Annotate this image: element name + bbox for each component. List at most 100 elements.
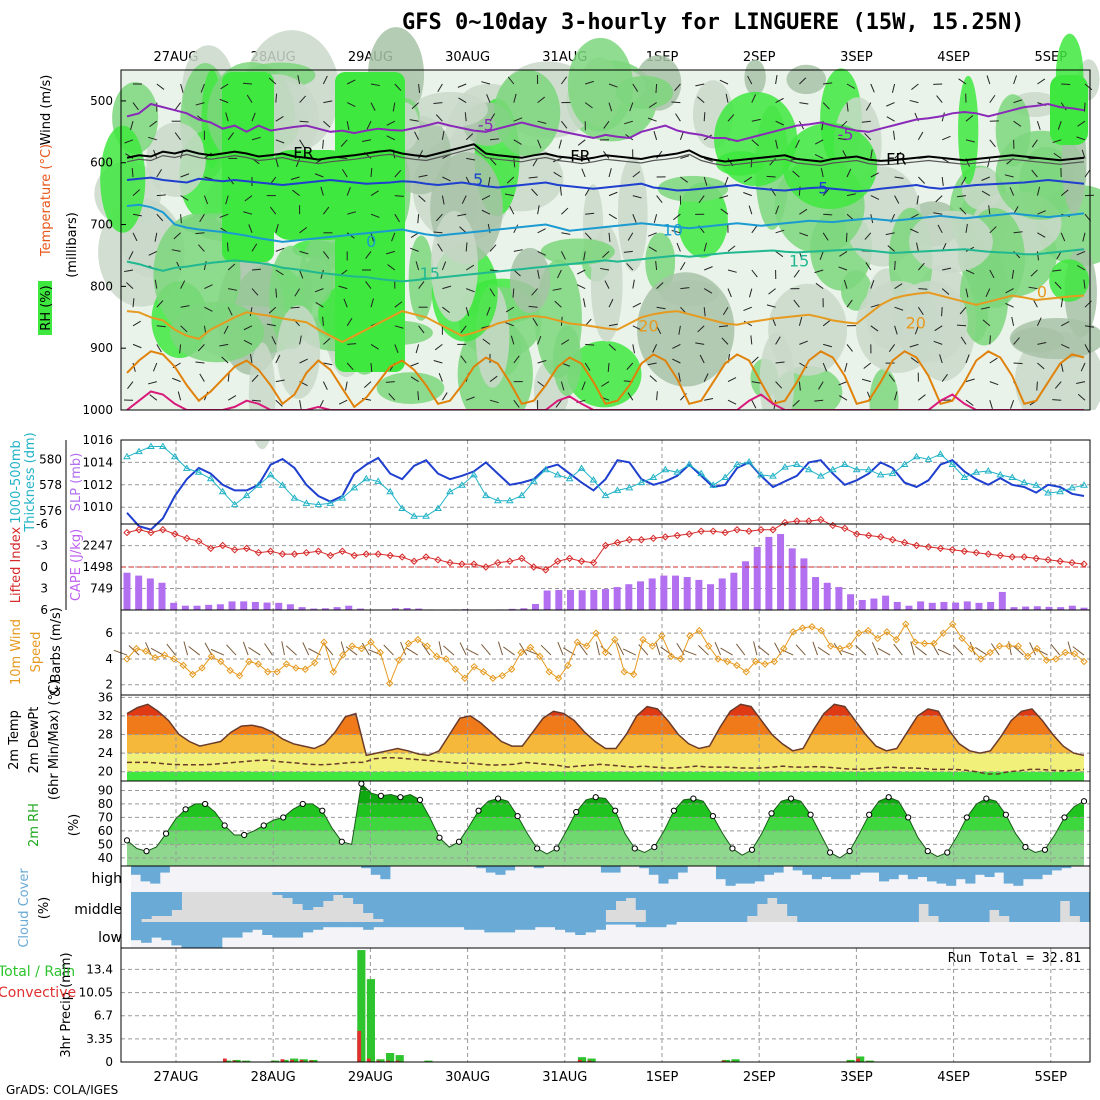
wind-speed-point	[489, 674, 497, 682]
wind-barb	[299, 139, 305, 148]
lifted-index-point	[685, 530, 693, 538]
wind-10m-label: 10m Wind	[9, 619, 24, 685]
wind-barb-10m	[340, 641, 346, 656]
thickness-point	[386, 487, 395, 495]
wind-barb	[1009, 187, 1015, 196]
rh-shade-blob	[714, 91, 798, 187]
thickness-point	[972, 468, 981, 475]
wind-barb	[225, 112, 229, 122]
cloud-low-bar	[423, 922, 435, 928]
wind-barb	[124, 269, 134, 273]
precip-total-bar	[290, 1058, 299, 1062]
cloud-high-bar	[773, 866, 784, 873]
wind-barb	[127, 381, 134, 389]
contour-label: -5	[478, 116, 494, 135]
date-label-bottom: 27AUG	[153, 1070, 198, 1085]
cloud-middle-bar	[312, 892, 324, 907]
wind-barb	[703, 112, 706, 122]
temperature-contour	[126, 203, 1085, 243]
contour-label: 0	[1037, 283, 1047, 302]
wind-barbs-label: & Barbs (m/s)	[49, 607, 64, 697]
wind-barb	[608, 83, 618, 88]
precip-convective-bar	[366, 1058, 371, 1062]
wind-speed-point	[892, 635, 901, 644]
wind-barb	[290, 306, 300, 309]
lifted-index-point	[171, 530, 179, 538]
wind-barb-10m	[465, 648, 479, 656]
thickness-point	[936, 450, 945, 457]
cape-bar	[205, 604, 213, 610]
cloud-low-bar	[322, 922, 334, 928]
rh-point	[1061, 814, 1068, 821]
cloud-middle-bar	[454, 892, 465, 922]
wind-barb	[865, 102, 872, 111]
cape-bar	[625, 584, 633, 610]
wind-speed-point	[264, 668, 272, 676]
thickness-point	[493, 496, 502, 504]
rh-shade-blob	[617, 156, 648, 272]
cloud-middle-bar	[746, 892, 758, 916]
wind-barb	[465, 242, 468, 252]
wind-barb	[154, 232, 158, 242]
wind-barb	[370, 362, 373, 373]
wind-barb	[727, 399, 737, 405]
wind-barb	[323, 120, 331, 128]
wind-barb	[268, 306, 277, 314]
wind-barb	[799, 340, 808, 345]
precip-total-bar	[299, 1059, 308, 1062]
precip-total-bar	[222, 1060, 232, 1062]
rh-point	[1002, 811, 1009, 818]
wind-barb	[656, 325, 662, 335]
thickness-point	[996, 470, 1005, 478]
wind-speed-point	[667, 652, 675, 661]
wind-barb	[132, 343, 142, 349]
precip-total-bar	[280, 1059, 289, 1062]
wind-barb	[798, 381, 801, 391]
wind-barb	[414, 131, 420, 141]
wind-barb	[418, 174, 428, 178]
rh-point	[983, 795, 990, 802]
wind-barb	[438, 373, 443, 382]
contour-label: FR	[886, 150, 906, 169]
cape-bar	[905, 605, 913, 610]
date-label-bottom: 31AUG	[542, 1070, 587, 1085]
wind-barb	[653, 131, 658, 140]
cloud-middle-bar	[494, 892, 506, 922]
wind-barb	[864, 132, 872, 141]
cloud-high-bar	[533, 866, 544, 869]
wind-barb	[513, 249, 523, 252]
wind-barb	[322, 381, 328, 390]
wind-barb	[320, 269, 324, 279]
thickness-point	[434, 504, 442, 511]
cloud-high-bar	[859, 866, 870, 873]
cape-bar	[1068, 605, 1076, 610]
thickness-point	[1068, 483, 1076, 491]
cloud-low-bar	[272, 922, 283, 938]
wind-barb	[346, 362, 354, 371]
wind-barb	[156, 169, 162, 178]
wind-barb	[537, 381, 546, 388]
rh-point	[924, 848, 931, 855]
wind-barb	[275, 224, 279, 233]
cloud-middle-bar	[302, 892, 314, 910]
y-tick-label-li: -6	[36, 517, 48, 531]
wind-barb	[537, 360, 547, 364]
slp-label: SLP (mb)	[69, 453, 84, 512]
cloud-middle-bar	[666, 892, 677, 922]
wind-speed-point	[817, 626, 826, 635]
wind-barb	[418, 281, 425, 289]
wind-speed-point	[517, 648, 525, 657]
wind-barb	[1032, 299, 1038, 308]
y-tick-label-li: -3	[36, 539, 48, 553]
wind-barb	[251, 374, 259, 382]
cloud-low-bar	[353, 922, 364, 928]
precip-total-bar	[376, 1059, 385, 1062]
cloud-high-bar	[677, 866, 688, 873]
wind-speed-point	[1005, 642, 1013, 650]
rh-point	[162, 830, 170, 837]
wind-barb	[466, 288, 475, 293]
wind-barb-10m	[622, 648, 637, 656]
cloud-low-bar	[494, 922, 506, 933]
wind-barb-10m	[1050, 643, 1061, 656]
y-tick-label: 4	[105, 652, 113, 666]
